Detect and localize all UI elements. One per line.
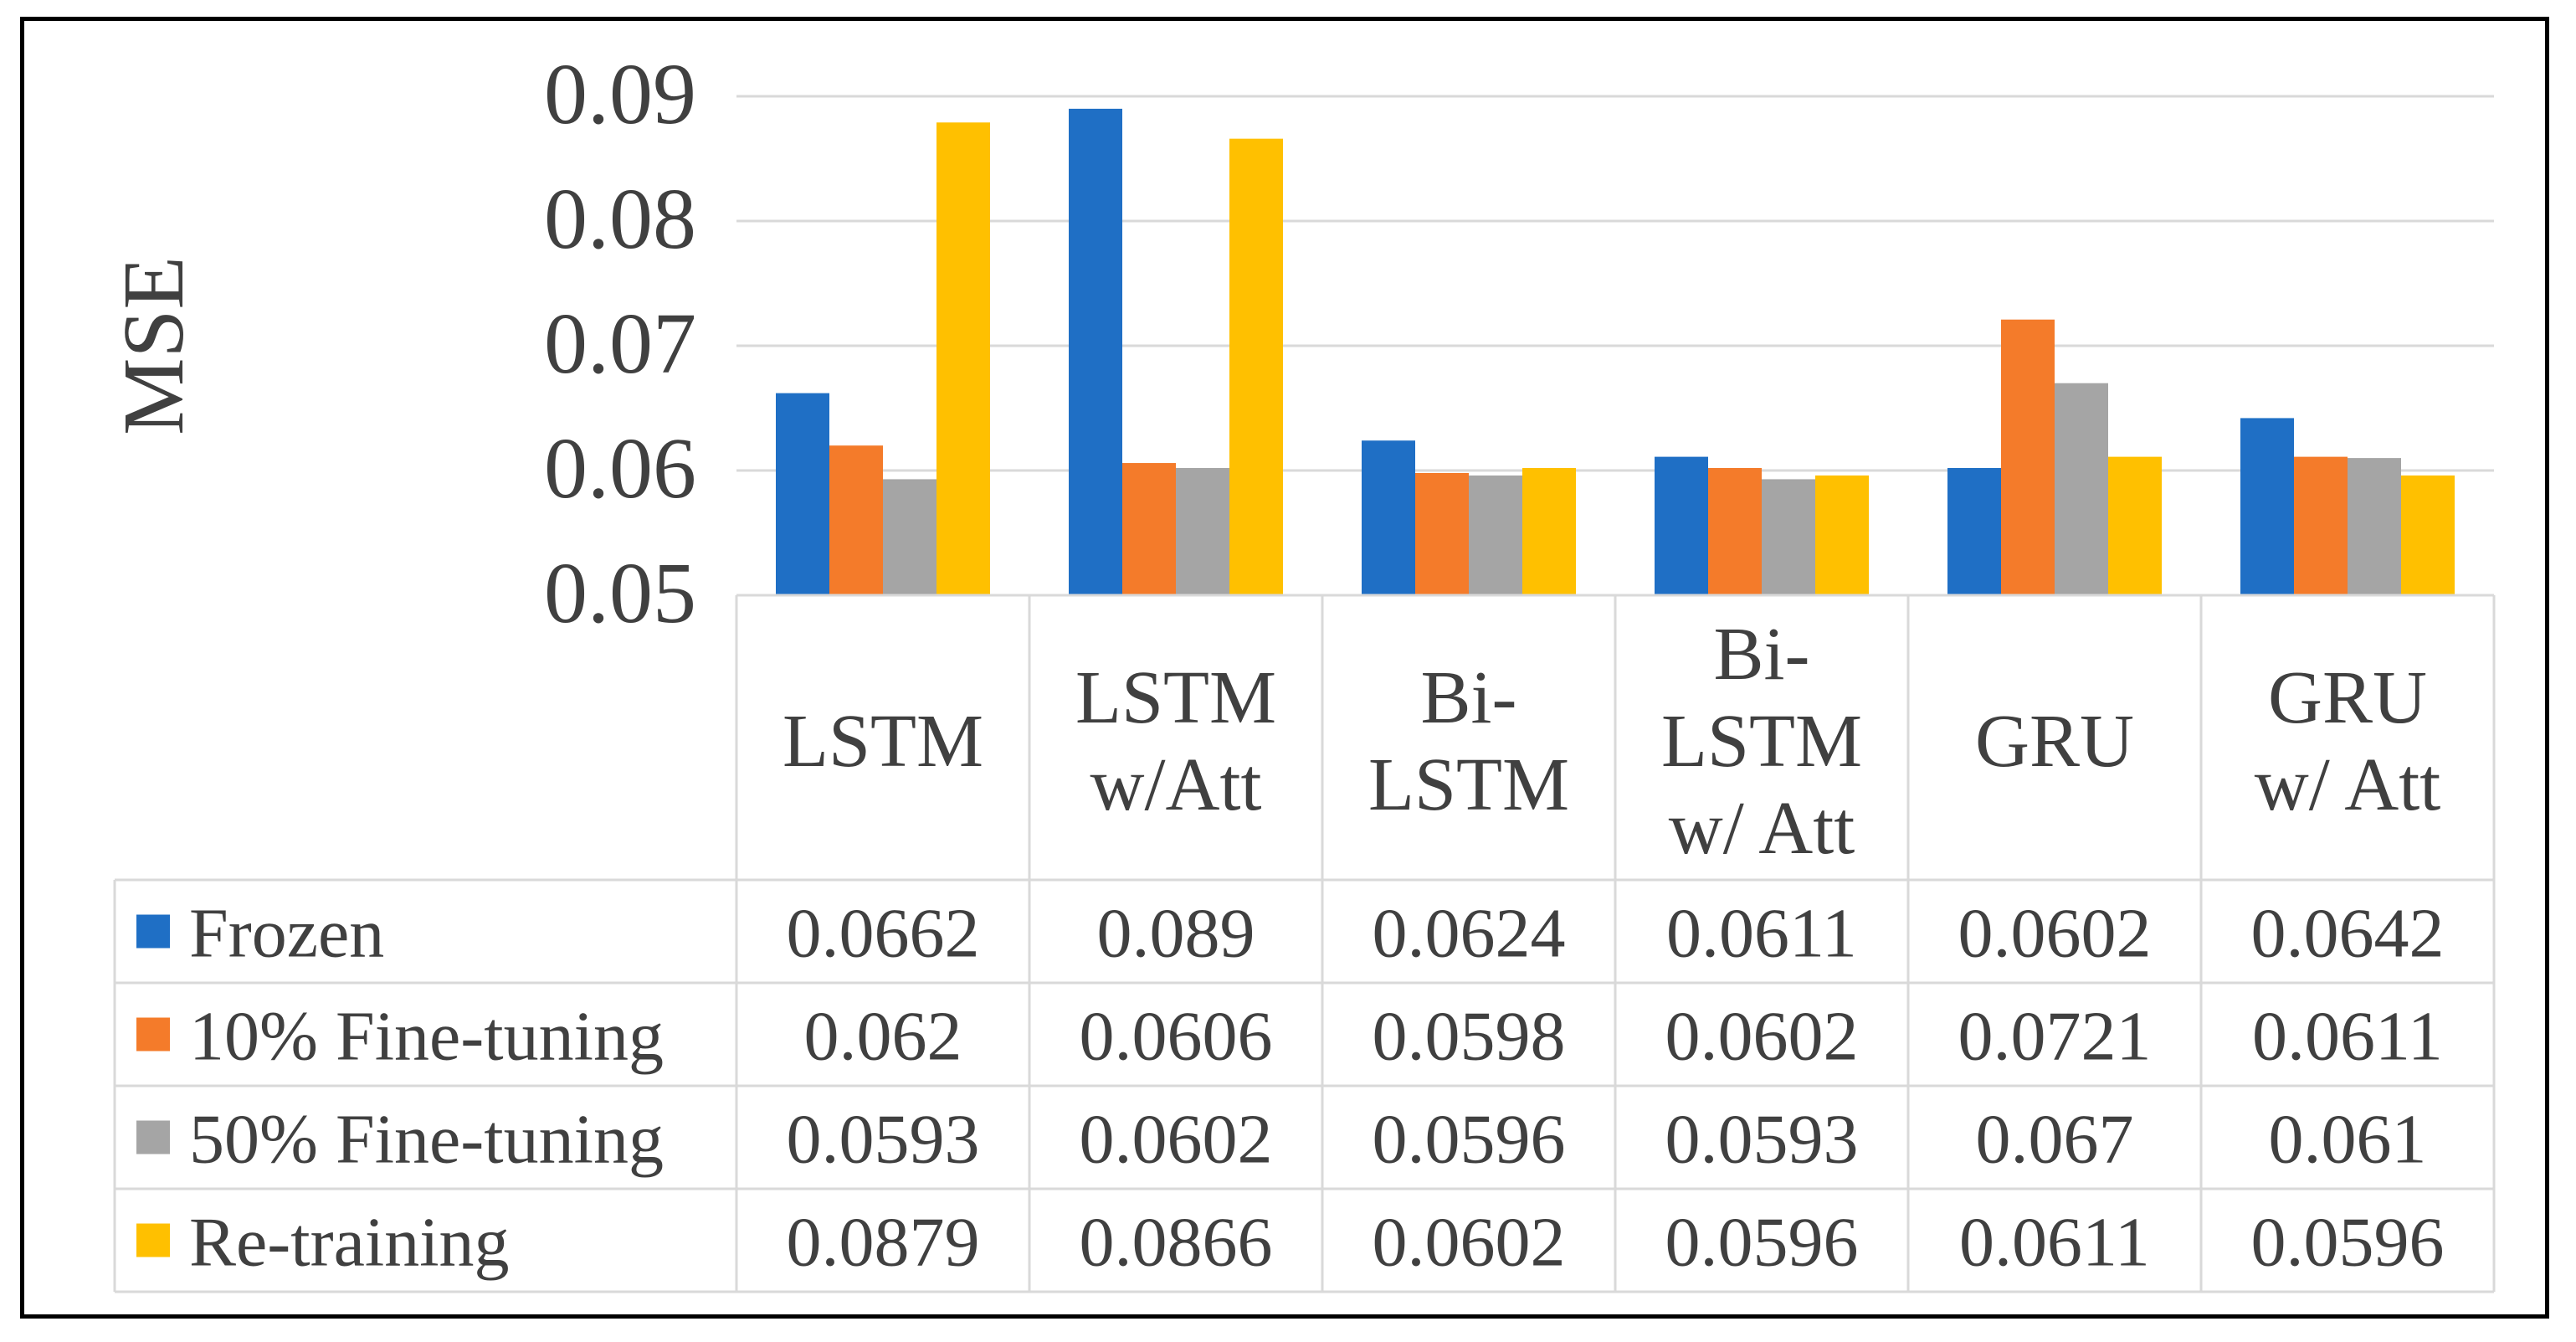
data-label: 0.0593 — [787, 1101, 980, 1179]
category-label: w/Att — [1090, 743, 1261, 826]
bar-re-training-1 — [1229, 138, 1283, 595]
bar-re-training-5 — [2401, 475, 2455, 595]
bar-50-fine-tuning-1 — [1176, 468, 1229, 595]
category-label: Bi- — [1420, 656, 1516, 739]
category-label: GRU — [1975, 700, 2134, 783]
data-label: 0.0611 — [1666, 895, 1857, 973]
chart-frame — [20, 17, 2549, 1319]
data-label: 0.061 — [2269, 1101, 2427, 1179]
bar-re-training-3 — [1815, 475, 1869, 595]
legend-label: 10% Fine-tuning — [189, 998, 664, 1076]
data-label: 0.0602 — [1958, 895, 2152, 973]
legend-swatch — [136, 914, 170, 949]
bar-10-fine-tuning-4 — [2001, 319, 2055, 595]
data-label: 0.0602 — [1080, 1101, 1273, 1179]
category-label: LSTM — [1661, 700, 1862, 783]
bar-10-fine-tuning-3 — [1708, 468, 1762, 595]
data-label: 0.0602 — [1665, 998, 1859, 1076]
data-label: 0.0593 — [1665, 1101, 1859, 1179]
data-label: 0.067 — [1976, 1101, 2134, 1179]
data-label: 0.089 — [1097, 895, 1255, 973]
data-label: 0.0596 — [1373, 1101, 1566, 1179]
bar-frozen-4 — [1947, 468, 2001, 595]
legend-swatch — [136, 1223, 170, 1257]
y-axis-label: MSE — [105, 256, 202, 435]
bar-10-fine-tuning-2 — [1415, 472, 1469, 595]
category-label: LSTM — [1368, 743, 1569, 826]
category-label: w/ Att — [2255, 743, 2441, 826]
data-label: 0.0598 — [1373, 998, 1566, 1076]
bar-10-fine-tuning-0 — [829, 445, 883, 595]
y-tick-label: 0.07 — [544, 296, 696, 392]
legend-swatch — [136, 1017, 170, 1051]
bar-re-training-0 — [936, 122, 990, 596]
category-label: LSTM — [783, 700, 983, 783]
legend-label: Re-training — [189, 1204, 510, 1282]
bar-re-training-2 — [1522, 468, 1576, 595]
data-label: 0.0721 — [1958, 998, 2152, 1076]
data-label: 0.0624 — [1373, 895, 1566, 973]
category-label: LSTM — [1075, 656, 1276, 739]
bar-frozen-2 — [1362, 440, 1415, 595]
data-label: 0.0879 — [787, 1204, 980, 1282]
bar-50-fine-tuning-2 — [1469, 475, 1522, 595]
data-label: 0.0866 — [1080, 1204, 1273, 1282]
legend-label: Frozen — [189, 895, 384, 973]
bar-frozen-0 — [776, 393, 829, 595]
data-label: 0.062 — [804, 998, 962, 1076]
legend-label: 50% Fine-tuning — [189, 1101, 664, 1179]
bar-10-fine-tuning-5 — [2294, 456, 2348, 595]
data-label: 0.0642 — [2251, 895, 2445, 973]
data-label: 0.0596 — [1665, 1204, 1859, 1282]
y-tick-label: 0.09 — [544, 46, 696, 142]
legend-swatch — [136, 1120, 170, 1154]
category-label: w/ Att — [1669, 787, 1855, 870]
data-label: 0.0611 — [2252, 998, 2443, 1076]
bar-50-fine-tuning-0 — [883, 479, 936, 595]
data-label: 0.0596 — [2251, 1204, 2445, 1282]
y-tick-label: 0.08 — [544, 171, 696, 267]
y-tick-label: 0.05 — [544, 545, 696, 641]
bar-frozen-1 — [1069, 108, 1122, 595]
bar-10-fine-tuning-1 — [1122, 463, 1176, 595]
data-label: 0.0602 — [1373, 1204, 1566, 1282]
data-label: 0.0606 — [1080, 998, 1273, 1076]
category-label: Bi- — [1713, 613, 1809, 696]
bar-50-fine-tuning-4 — [2055, 383, 2108, 595]
bar-re-training-4 — [2108, 456, 2162, 595]
data-label: 0.0611 — [1959, 1204, 2150, 1282]
bar-frozen-5 — [2240, 418, 2294, 595]
y-tick-label: 0.06 — [544, 420, 696, 517]
bar-50-fine-tuning-3 — [1762, 479, 1815, 595]
category-label: GRU — [2268, 656, 2427, 739]
data-label: 0.0662 — [787, 895, 980, 973]
bar-frozen-3 — [1655, 456, 1708, 595]
bar-50-fine-tuning-5 — [2348, 458, 2401, 595]
